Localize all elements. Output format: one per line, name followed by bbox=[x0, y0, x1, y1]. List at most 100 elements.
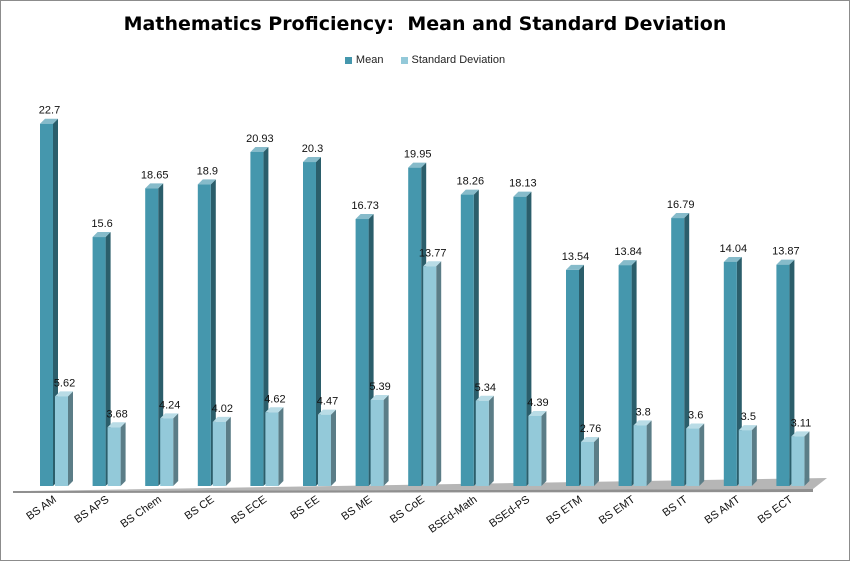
bar-side-std bbox=[488, 395, 494, 486]
bar-top-mean bbox=[408, 162, 427, 168]
bar-top-mean bbox=[618, 260, 637, 266]
bar-std bbox=[265, 412, 279, 486]
data-label-mean: 22.7 bbox=[39, 105, 60, 117]
bar-top-mean bbox=[513, 191, 532, 197]
bar-top-mean bbox=[566, 264, 584, 270]
bar-mean bbox=[776, 264, 790, 486]
data-label-mean: 13.54 bbox=[562, 251, 590, 263]
bar-top-std bbox=[686, 423, 705, 429]
bar-side-mean bbox=[158, 183, 164, 487]
bar-top-std bbox=[212, 416, 231, 422]
bar-std bbox=[55, 396, 68, 486]
bar-side-mean bbox=[789, 259, 795, 486]
data-label-std: 4.62 bbox=[264, 393, 285, 405]
bar-mean bbox=[145, 188, 159, 487]
data-label-mean: 16.73 bbox=[351, 200, 379, 212]
data-label-std: 3.68 bbox=[106, 408, 127, 420]
bar-top-std bbox=[160, 413, 179, 419]
bar-top-mean bbox=[355, 214, 374, 220]
bar-mean bbox=[408, 167, 422, 486]
bar-side-mean bbox=[53, 118, 58, 486]
data-label-std: 4.02 bbox=[212, 403, 233, 415]
bar-side-std bbox=[646, 420, 652, 486]
bar-side-std bbox=[225, 416, 231, 486]
bar-top-mean bbox=[197, 179, 216, 185]
bar-side-std bbox=[804, 431, 810, 486]
bar-side-std bbox=[541, 410, 547, 486]
x-tick-label: BS EMT bbox=[597, 493, 638, 526]
x-tick-label: BS IT bbox=[660, 493, 690, 519]
bar-side-mean bbox=[579, 264, 584, 486]
bar-std bbox=[370, 399, 384, 486]
floor bbox=[13, 478, 827, 491]
x-tick-label: BSEd-Math bbox=[427, 494, 480, 536]
data-label-mean: 18.26 bbox=[457, 176, 485, 188]
bar-side-mean bbox=[684, 213, 690, 487]
x-tick-label: BS CE bbox=[183, 494, 217, 523]
bar-top-mean bbox=[723, 256, 742, 262]
data-label-mean: 18.9 bbox=[197, 165, 218, 177]
bar-std bbox=[791, 436, 805, 486]
legend-label-std: Standard Deviation bbox=[411, 54, 506, 67]
x-tick-label: BS ECE bbox=[229, 494, 269, 527]
bar-top-std bbox=[581, 436, 599, 442]
bar-std bbox=[581, 441, 594, 486]
bar-top-mean bbox=[460, 189, 479, 195]
bar-mean bbox=[92, 237, 106, 486]
bar-std bbox=[160, 418, 174, 486]
bar-side-std bbox=[594, 436, 599, 486]
legend-item-mean: Mean bbox=[344, 54, 384, 67]
bar-top-std bbox=[423, 261, 442, 267]
legend-swatch-mean bbox=[344, 56, 352, 64]
data-label-std: 3.5 bbox=[741, 411, 756, 423]
data-label-std: 5.62 bbox=[54, 377, 75, 389]
x-tick-label: BS APS bbox=[72, 494, 111, 526]
bar-mean bbox=[40, 123, 53, 486]
bar-side-mean bbox=[316, 157, 321, 486]
data-label-std: 2.76 bbox=[580, 423, 601, 435]
legend: Mean Standard Deviation bbox=[1, 54, 849, 66]
bar-mean bbox=[513, 196, 527, 486]
data-label-mean: 18.13 bbox=[509, 178, 537, 190]
data-label-mean: 16.79 bbox=[667, 199, 695, 211]
bar-mean bbox=[355, 219, 369, 486]
bar-side-std bbox=[120, 422, 126, 486]
bar-top-std bbox=[633, 420, 652, 426]
data-label-mean: 19.95 bbox=[404, 149, 432, 161]
bar-top-mean bbox=[145, 183, 164, 189]
bar-mean bbox=[197, 184, 211, 486]
bar-side-std bbox=[278, 407, 284, 486]
data-label-mean: 20.93 bbox=[246, 133, 274, 145]
data-label-std: 4.24 bbox=[159, 399, 180, 411]
bar-top-std bbox=[55, 391, 73, 397]
legend-swatch-std bbox=[400, 56, 408, 64]
bar-top-std bbox=[475, 395, 494, 401]
bar-mean bbox=[618, 265, 632, 486]
bar-std bbox=[528, 415, 542, 486]
bar-top-std bbox=[107, 422, 126, 428]
bar-std bbox=[107, 427, 121, 486]
bar-side-std bbox=[699, 423, 705, 486]
data-label-mean: 20.3 bbox=[302, 143, 323, 155]
x-tick-label: BS Chem bbox=[118, 494, 163, 531]
bar-top-std bbox=[265, 407, 284, 413]
bar-top-mean bbox=[776, 259, 795, 265]
bar-std bbox=[686, 428, 700, 486]
x-tick-label: BS AMT bbox=[703, 493, 743, 526]
x-tick-label: BS ME bbox=[339, 494, 374, 523]
bar-side-std bbox=[331, 409, 336, 486]
bar-top-mean bbox=[92, 232, 111, 238]
bar-side-std bbox=[436, 261, 442, 486]
bar-std bbox=[423, 266, 437, 486]
legend-label-mean: Mean bbox=[355, 54, 384, 67]
bar-std bbox=[738, 430, 752, 486]
bar-std bbox=[212, 421, 226, 486]
bar-top-std bbox=[318, 409, 336, 415]
bar-top-std bbox=[738, 425, 757, 431]
data-label-mean: 14.04 bbox=[720, 243, 748, 255]
bar-top-std bbox=[370, 394, 389, 400]
bar-std bbox=[475, 400, 489, 486]
data-label-std: 3.11 bbox=[791, 417, 812, 429]
